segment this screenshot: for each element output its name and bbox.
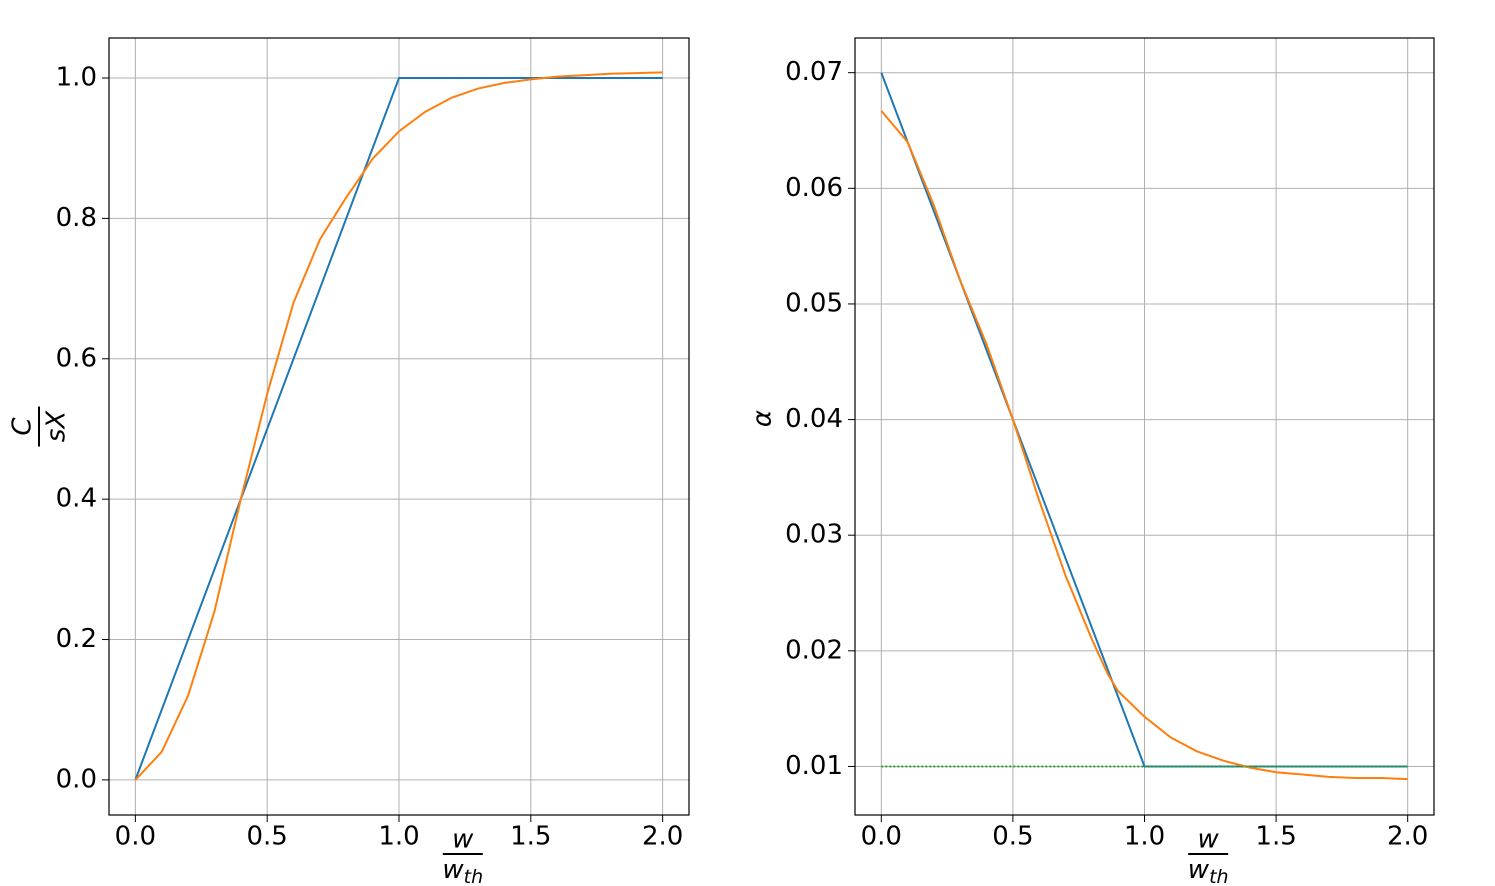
x-label-subscript: th [1209,866,1229,886]
series-line [134,71,663,781]
y-tick-label: 0.0 [56,764,97,794]
x-label-numerator: w [452,825,474,855]
x-label-denominator-base: w [1188,855,1210,885]
x-tick-label: 2.0 [1387,822,1428,852]
x-tick-label: 0.5 [992,822,1033,852]
y-tick-label: 0.6 [56,343,97,373]
plot-frame [854,37,1435,816]
x-label-denominator-base: w [442,855,464,885]
y-label: α [748,410,778,427]
x-tick-label: 1.0 [378,822,419,852]
x-tick-label: 1.5 [510,822,551,852]
y-tick-label: 0.4 [56,484,97,514]
x-label-subscript: th [464,866,484,886]
x-label-denominator: wth [1188,855,1229,886]
y-tick-label: 0.07 [785,57,843,87]
x-tick-label: 0.5 [247,822,288,852]
y-tick-label: 0.04 [785,404,843,434]
x-tick-label: 1.0 [1124,822,1165,852]
y-tick-label: 0.2 [56,624,97,654]
series-line [134,77,663,781]
series-line [880,110,1408,781]
x-tick-label: 0.0 [115,822,156,852]
x-label-numerator: w [1198,825,1220,855]
x-label-denominator: wth [442,855,483,886]
x-tick-label: 1.5 [1255,822,1296,852]
y-label-numerator: C [8,417,38,436]
y-tick-label: 0.03 [785,520,843,550]
y-tick-label: 0.8 [56,203,97,233]
y-tick-label: 0.02 [785,635,843,665]
y-label-denominator: sX [42,410,72,443]
x-tick-label: 0.0 [861,822,902,852]
y-tick-label: 0.01 [785,751,843,781]
x-tick-label: 2.0 [642,822,683,852]
y-tick-label: 0.06 [785,173,843,203]
plot-frame [108,37,690,816]
y-tick-label: 1.0 [56,63,97,93]
y-tick-label: 0.05 [785,288,843,318]
